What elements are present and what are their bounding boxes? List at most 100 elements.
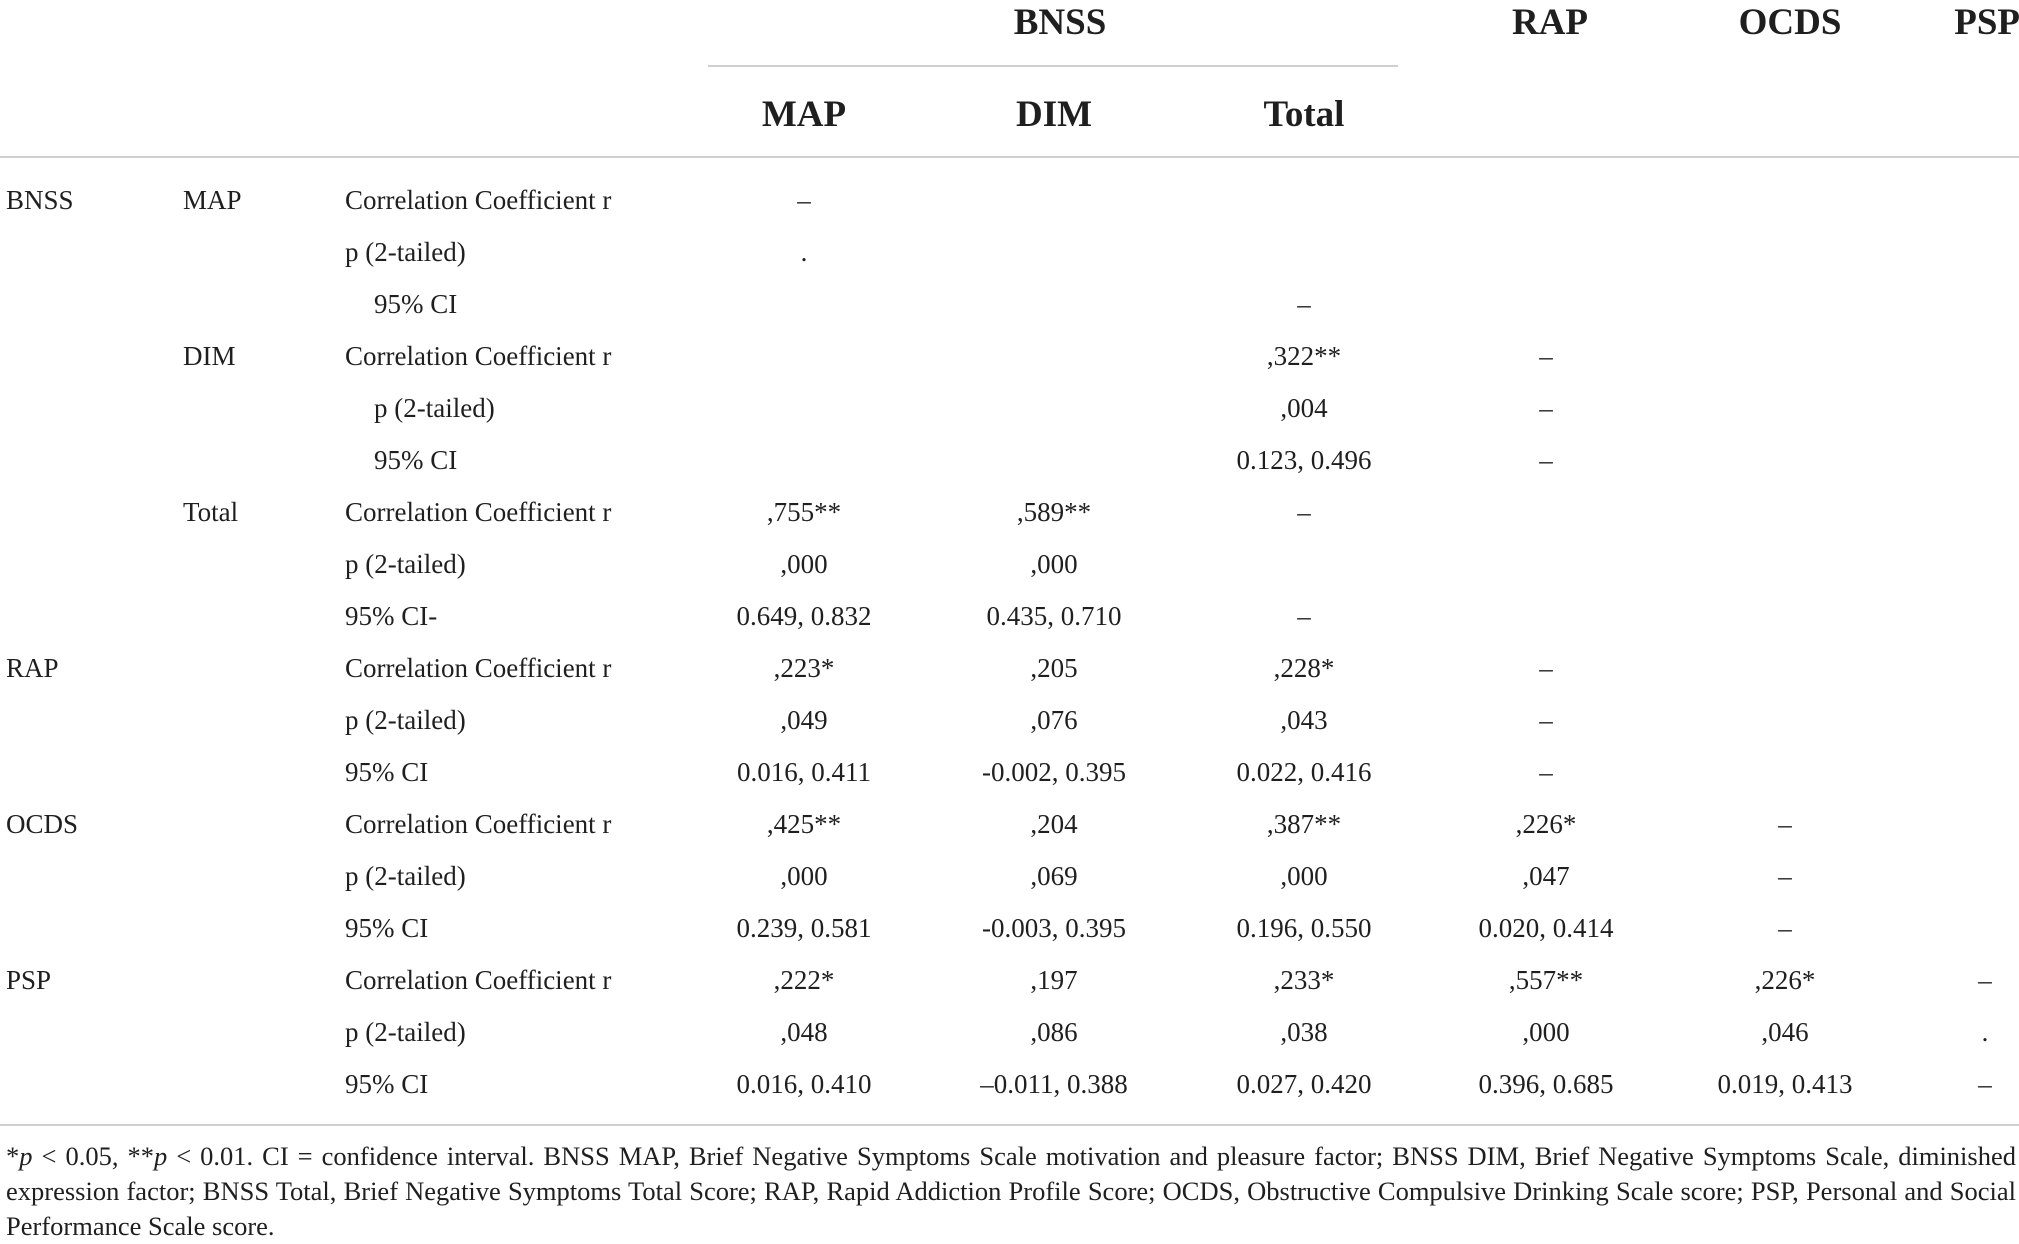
row-group-label: PSP (6, 965, 52, 995)
footnote-sig1-mark: * (6, 1141, 20, 1171)
row-statistic-label: 95% CI (374, 445, 458, 475)
row-subgroup-label: MAP (183, 185, 242, 215)
row-statistic-label: Correlation Coefficient r (345, 341, 612, 371)
cell-dim: ,086 (1030, 1017, 1078, 1047)
header-map: MAP (761, 94, 847, 135)
cell-ocds: – (1778, 809, 1792, 839)
cell-total: – (1297, 601, 1311, 631)
row-statistic-label: Correlation Coefficient r (345, 653, 612, 683)
row-statistic-label: Correlation Coefficient r (345, 185, 612, 215)
cell-map: ,755** (766, 497, 842, 527)
cell-dim: -0.002, 0.395 (982, 757, 1126, 787)
cell-map: 0.239, 0.581 (736, 913, 872, 943)
cell-dim: ,197 (1030, 965, 1078, 995)
cell-map: 0.016, 0.410 (736, 1069, 872, 1099)
cell-total: ,038 (1280, 1017, 1328, 1047)
cell-dim: ,205 (1030, 653, 1078, 683)
cell-total: ,233* (1273, 965, 1335, 995)
cell-dim: -0.003, 0.395 (982, 913, 1126, 943)
row-statistic-label: p (2-tailed) (345, 705, 466, 735)
cell-rap: 0.020, 0.414 (1478, 913, 1614, 943)
cell-ocds: ,046 (1761, 1017, 1809, 1047)
header-total: Total (1263, 94, 1345, 135)
cell-map: ,222* (773, 965, 835, 995)
cell-ocds: – (1778, 913, 1792, 943)
cell-map: ,223* (773, 653, 835, 683)
cell-ocds: – (1778, 861, 1792, 891)
cell-rap: 0.396, 0.685 (1478, 1069, 1614, 1099)
cell-map: ,425** (766, 809, 842, 839)
cell-psp: – (1978, 965, 1992, 995)
row-statistic-label: p (2-tailed) (374, 393, 495, 423)
cell-rap: ,557** (1508, 965, 1584, 995)
row-statistic-label: p (2-tailed) (345, 1017, 466, 1047)
header-dim: DIM (1015, 94, 1093, 135)
header-ocds: OCDS (1738, 2, 1842, 43)
row-group-label: RAP (6, 653, 59, 683)
cell-map: ,000 (780, 549, 828, 579)
cell-total: 0.196, 0.550 (1236, 913, 1372, 943)
footnote-sig1-rest: < 0.05, (32, 1141, 128, 1171)
footnote-sig2-rest: < 0.01. CI = confidence interval. BNSS M… (6, 1141, 2016, 1241)
cell-rap: – (1539, 393, 1553, 423)
cell-rap: – (1539, 653, 1553, 683)
header-psp: PSP (1954, 2, 2019, 43)
cell-total: 0.027, 0.420 (1236, 1069, 1372, 1099)
cell-psp: – (1978, 1069, 1992, 1099)
row-group-label: OCDS (6, 809, 79, 839)
cell-rap: ,226* (1515, 809, 1577, 839)
cell-dim: 0.435, 0.710 (986, 601, 1122, 631)
footnote-sig2-var: p (153, 1141, 168, 1171)
cell-rap: – (1539, 341, 1553, 371)
cell-ocds: ,226* (1754, 965, 1816, 995)
cell-map: – (797, 185, 811, 215)
cell-rap: – (1539, 705, 1553, 735)
cell-dim: ,076 (1030, 705, 1078, 735)
row-subgroup-label: Total (183, 497, 239, 527)
header-rap: RAP (1511, 2, 1589, 43)
cell-total: 0.123, 0.496 (1236, 445, 1372, 475)
cell-dim: ,069 (1030, 861, 1078, 891)
cell-total: ,000 (1280, 861, 1328, 891)
cell-map: ,049 (780, 705, 828, 735)
footnote-sig2-mark: ** (127, 1141, 154, 1171)
row-statistic-label: 95% CI (374, 289, 458, 319)
row-statistic-label: 95% CI (345, 757, 429, 787)
row-statistic-label: Correlation Coefficient r (345, 809, 612, 839)
table-bottom-rule (0, 1124, 2019, 1126)
cell-rap: – (1539, 445, 1553, 475)
row-statistic-label: 95% CI (345, 913, 429, 943)
header-bnss: BNSS (1013, 2, 1107, 43)
header-bottom-rule (0, 156, 2019, 158)
row-statistic-label: 95% CI (345, 1069, 429, 1099)
cell-total: – (1297, 497, 1311, 527)
row-statistic-label: Correlation Coefficient r (345, 497, 612, 527)
cell-ocds: 0.019, 0.413 (1717, 1069, 1853, 1099)
cell-total: ,043 (1280, 705, 1328, 735)
cell-total: ,387** (1266, 809, 1342, 839)
row-statistic-label: p (2-tailed) (345, 861, 466, 891)
cell-total: 0.022, 0.416 (1236, 757, 1372, 787)
bnss-group-rule (708, 65, 1398, 67)
row-group-label: BNSS (6, 185, 74, 215)
row-statistic-label: p (2-tailed) (345, 237, 466, 267)
cell-total: ,322** (1266, 341, 1342, 371)
row-statistic-label: 95% CI- (345, 601, 438, 631)
footnote-sig1-var: p (19, 1141, 33, 1171)
cell-dim: –0.011, 0.388 (980, 1069, 1128, 1099)
cell-total: – (1297, 289, 1311, 319)
cell-map: ,048 (780, 1017, 828, 1047)
cell-psp: . (1981, 1017, 1989, 1047)
cell-rap: ,000 (1522, 1017, 1570, 1047)
cell-dim: ,589** (1016, 497, 1092, 527)
cell-dim: ,000 (1030, 549, 1078, 579)
cell-rap: ,047 (1522, 861, 1570, 891)
table-footnote: *p < 0.05, **p < 0.01. CI = confidence i… (6, 1139, 2016, 1244)
cell-map: . (800, 237, 808, 267)
row-subgroup-label: DIM (183, 341, 236, 371)
cell-dim: ,204 (1030, 809, 1078, 839)
row-statistic-label: p (2-tailed) (345, 549, 466, 579)
cell-total: ,004 (1280, 393, 1328, 423)
cell-rap: – (1539, 757, 1553, 787)
cell-map: 0.016, 0.411 (737, 757, 871, 787)
